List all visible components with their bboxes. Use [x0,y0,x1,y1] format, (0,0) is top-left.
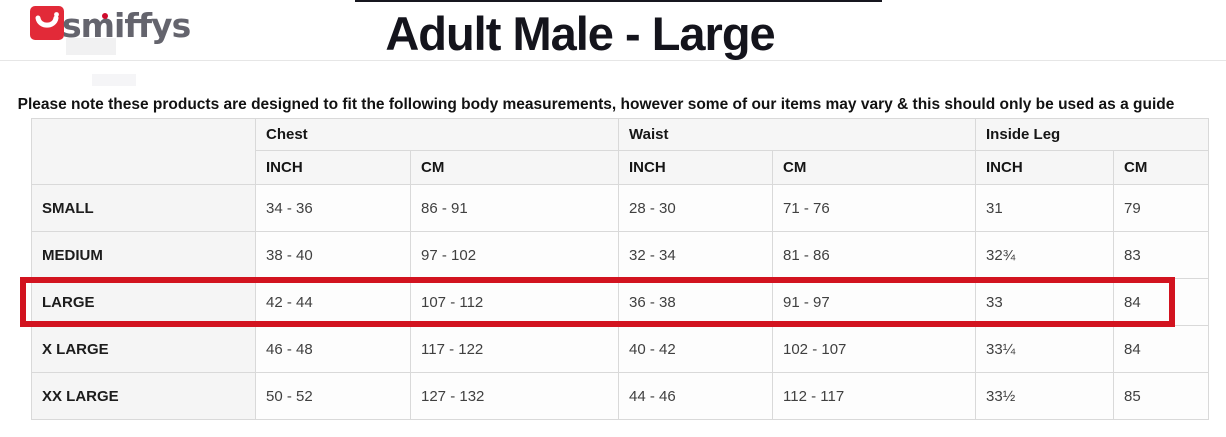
smile-icon [35,12,59,28]
size-cell: LARGE [31,278,256,326]
unit-header-row: INCH CM INCH CM INCH CM [32,150,1210,185]
chest-cm-cell: 86 - 91 [410,184,619,232]
chest-inch-header: INCH [255,150,411,185]
waist-inch-header: INCH [618,150,773,185]
leg-inch-cell: 31 [975,184,1115,232]
leg-inch-cell: 33¼ [975,325,1115,373]
waist-inch-cell: 36 - 38 [618,278,773,326]
size-cell: SMALL [31,184,256,232]
chest-cm-cell: 127 - 132 [410,372,619,420]
inside-leg-group-header: Inside Leg [975,118,1210,151]
waist-inch-cell: 44 - 46 [618,372,773,420]
title-top-border [355,0,882,2]
leg-cm-cell: 83 [1113,231,1210,279]
leg-inch-cell: 33 [975,278,1115,326]
leg-cm-cell: 85 [1113,372,1210,420]
size-cell: XX LARGE [31,372,256,420]
waist-cm-header: CM [771,150,977,185]
waist-cm-cell: 71 - 76 [771,184,977,232]
chest-inch-cell: 34 - 36 [255,184,411,232]
scan-artifact [66,38,116,55]
scan-artifact [92,74,136,86]
leg-cm-cell: 84 [1113,325,1210,373]
waist-inch-cell: 40 - 42 [618,325,773,373]
waist-cm-cell: 112 - 117 [771,372,977,420]
table-row-xx-large: XX LARGE 50 - 52 127 - 132 44 - 46 112 -… [31,372,1210,420]
table-row-x-large: X LARGE 46 - 48 117 - 122 40 - 42 102 - … [31,325,1210,373]
waist-inch-cell: 28 - 30 [618,184,773,232]
leg-cm-cell: 79 [1113,184,1210,232]
size-cell: MEDIUM [31,231,256,279]
leg-cm-cell: 84 [1113,278,1210,326]
logo-i-dot [102,13,108,19]
waist-inch-cell: 32 - 34 [618,231,773,279]
waist-group-header: Waist [617,118,977,151]
chest-cm-cell: 107 - 112 [410,278,619,326]
smiffys-logo-icon [30,6,64,40]
chest-group-header: Chest [255,118,619,151]
leg-inch-cell: 33½ [975,372,1115,420]
chest-inch-cell: 42 - 44 [255,278,411,326]
header-divider-line [0,60,1226,61]
table-row-small: SMALL 34 - 36 86 - 91 28 - 30 71 - 76 31… [31,184,1210,232]
chest-inch-cell: 38 - 40 [255,231,411,279]
chest-inch-cell: 46 - 48 [255,325,411,373]
smiffys-wordmark: smiffys [62,6,191,45]
waist-cm-cell: 91 - 97 [771,278,977,326]
waist-cm-cell: 81 - 86 [771,231,977,279]
disclaimer-note: Please note these products are designed … [17,96,1175,113]
corner-cell [31,118,256,185]
chest-cm-header: CM [410,150,619,185]
table-row-medium: MEDIUM 38 - 40 97 - 102 32 - 34 81 - 86 … [31,231,1210,279]
chest-inch-cell: 50 - 52 [255,372,411,420]
leg-cm-header: CM [1113,150,1210,185]
table-row-large-highlighted: LARGE 42 - 44 107 - 112 36 - 38 91 - 97 … [31,278,1210,326]
size-cell: X LARGE [31,325,256,373]
group-header-row: Chest Waist Inside Leg [31,118,1210,185]
leg-inch-cell: 32¾ [975,231,1115,279]
chest-cm-cell: 117 - 122 [410,325,619,373]
chest-cm-cell: 97 - 102 [410,231,619,279]
size-chart-table: Chest Waist Inside Leg INCH CM INCH CM I… [31,118,1210,420]
waist-cm-cell: 102 - 107 [771,325,977,373]
leg-inch-header: INCH [975,150,1115,185]
page-title: Adult Male - Large [385,7,775,60]
